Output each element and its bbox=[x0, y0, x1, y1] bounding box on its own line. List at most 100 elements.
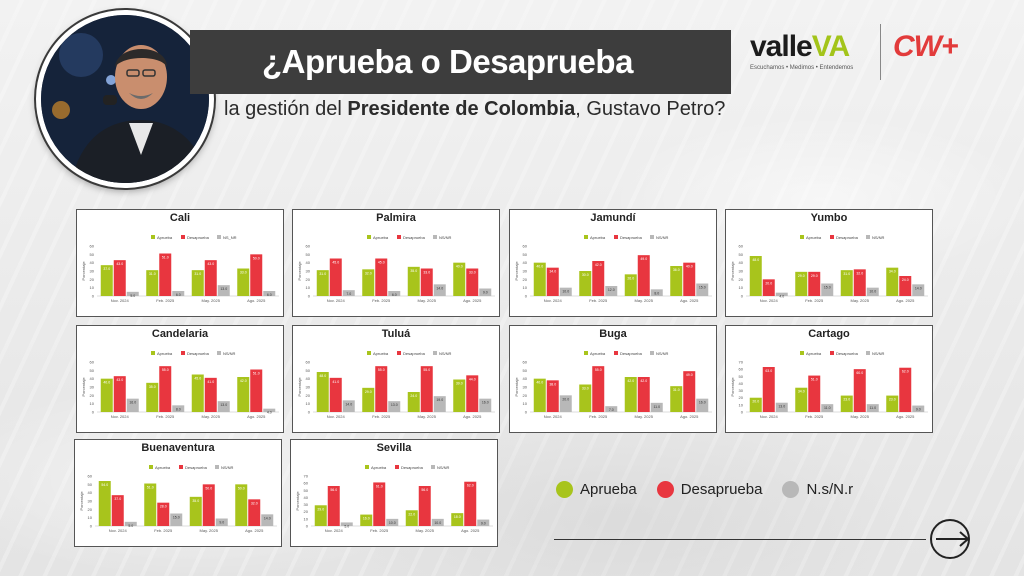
bar bbox=[113, 376, 126, 412]
legend-swatch bbox=[650, 351, 654, 355]
bar bbox=[217, 285, 230, 296]
bar bbox=[451, 513, 464, 526]
page-title-text: ¿Aprueba o Desaprueba bbox=[262, 43, 633, 80]
data-label: 38.0 bbox=[549, 382, 556, 386]
legend-label: Desaprueba bbox=[403, 351, 426, 356]
y-tick-label: 10 bbox=[90, 401, 95, 406]
x-tick-label: May. 2025 bbox=[416, 528, 435, 533]
data-label: 16.0 bbox=[129, 401, 136, 405]
legend-label: Aprueba bbox=[157, 235, 173, 240]
data-label: 31.0 bbox=[149, 272, 156, 276]
legend-swatch bbox=[584, 235, 588, 239]
x-tick-label: Nov. 2024 bbox=[760, 414, 779, 419]
data-label: 6.0 bbox=[176, 293, 181, 297]
bottom-divider bbox=[554, 539, 926, 540]
y-axis-label: Porcentaje bbox=[297, 377, 302, 397]
bar bbox=[146, 270, 159, 296]
x-tick-label: Nov. 2024 bbox=[327, 298, 346, 303]
y-tick-label: 30 bbox=[306, 385, 311, 390]
y-tick-label: 30 bbox=[523, 385, 528, 390]
y-tick-label: 40 bbox=[90, 260, 95, 265]
data-label: 33.0 bbox=[469, 271, 476, 275]
y-tick-label: 50 bbox=[90, 252, 95, 257]
data-label: 31.0 bbox=[673, 388, 680, 392]
chart-panel: Palmira Aprueba Desaprueba NS/NR 0 10 20 30 40 50… bbox=[292, 209, 500, 317]
bar bbox=[650, 289, 663, 296]
legend-label: Desaprueba bbox=[185, 465, 208, 470]
bar bbox=[144, 483, 157, 526]
y-axis-label: Porcentaje bbox=[295, 491, 300, 511]
y-tick-label: 60 bbox=[306, 244, 311, 249]
bar bbox=[189, 496, 202, 526]
legend-swatch bbox=[149, 465, 153, 469]
y-tick-label: 40 bbox=[739, 381, 744, 386]
y-tick-label: 50 bbox=[304, 488, 309, 493]
y-axis-label: Porcentaje bbox=[79, 491, 84, 511]
bar bbox=[237, 268, 250, 296]
data-label: 49.0 bbox=[640, 257, 647, 261]
bar bbox=[886, 395, 899, 412]
data-label: 20.0 bbox=[765, 281, 772, 285]
data-label: 11.0 bbox=[824, 406, 831, 410]
bar bbox=[340, 522, 353, 526]
x-tick-label: Nov. 2024 bbox=[325, 528, 344, 533]
data-label: 45.0 bbox=[194, 377, 201, 381]
bar bbox=[261, 514, 274, 526]
data-label: 5.0 bbox=[344, 524, 349, 528]
y-tick-label: 10 bbox=[88, 515, 93, 520]
x-tick-label: May. 2025 bbox=[200, 528, 219, 533]
x-tick-label: May. 2025 bbox=[202, 298, 221, 303]
data-label: 50.0 bbox=[253, 256, 260, 260]
data-label: 29.0 bbox=[798, 274, 805, 278]
bar bbox=[453, 379, 466, 412]
data-label: 34.0 bbox=[889, 270, 896, 274]
data-label: 13.0 bbox=[391, 403, 398, 407]
y-tick-label: 30 bbox=[90, 269, 95, 274]
bar bbox=[420, 366, 433, 412]
y-tick-label: 10 bbox=[739, 285, 744, 290]
legend-label: Aprueba bbox=[155, 465, 171, 470]
y-tick-label: 0 bbox=[741, 294, 744, 299]
legend-label: Aprueba bbox=[157, 351, 173, 356]
bar bbox=[124, 521, 137, 526]
bar bbox=[853, 369, 866, 412]
next-button[interactable] bbox=[930, 519, 970, 559]
chart-svg: Aprueba Desaprueba NS/NR 0 10 20 30 40 50 60 Porce… bbox=[79, 465, 277, 533]
legend-label: NS/NR bbox=[872, 235, 885, 240]
bar bbox=[314, 505, 327, 526]
legend-nsnr-label: N.s/N.r bbox=[806, 481, 854, 498]
data-label: 11.0 bbox=[869, 406, 876, 410]
bar bbox=[202, 484, 215, 526]
legend-label: Desaprueba bbox=[836, 235, 859, 240]
legend-label: Desaprueba bbox=[403, 235, 426, 240]
legend-swatch bbox=[830, 235, 834, 239]
data-label: 13.0 bbox=[220, 287, 227, 291]
bar bbox=[477, 519, 490, 526]
chart-panel: Buga Aprueba Desaprueba NS/NR 0 10 20 30 40 50 60 P… bbox=[509, 325, 717, 433]
x-tick-label: May. 2025 bbox=[418, 414, 437, 419]
bar bbox=[899, 367, 912, 412]
data-label: 11.0 bbox=[653, 405, 660, 409]
main-legend: Aprueba Desaprueba N.s/N.r bbox=[556, 481, 853, 498]
legend-label: Desaprueba bbox=[836, 351, 859, 356]
bar bbox=[373, 482, 386, 526]
y-tick-label: 0 bbox=[308, 410, 311, 415]
x-tick-label: Feb. 2025 bbox=[589, 414, 608, 419]
chart-svg: Aprueba Desaprueba NS/NR 0 10 20 30 40 50 60 Porce… bbox=[297, 351, 495, 419]
legend-swatch bbox=[215, 465, 219, 469]
legend-swatch bbox=[151, 235, 155, 239]
bar bbox=[592, 261, 605, 296]
bar bbox=[157, 502, 170, 526]
bar bbox=[316, 270, 329, 296]
legend-label: Aprueba bbox=[590, 351, 606, 356]
legend-swatch bbox=[800, 235, 804, 239]
bar bbox=[466, 375, 479, 412]
legend-aprueba-label: Aprueba bbox=[580, 481, 637, 498]
data-label: 7.0 bbox=[346, 292, 351, 296]
bar bbox=[316, 372, 329, 412]
y-tick-label: 40 bbox=[739, 260, 744, 265]
legend-swatch bbox=[614, 351, 618, 355]
legend-swatch bbox=[367, 351, 371, 355]
y-tick-label: 50 bbox=[523, 368, 528, 373]
legend-swatch bbox=[395, 465, 399, 469]
